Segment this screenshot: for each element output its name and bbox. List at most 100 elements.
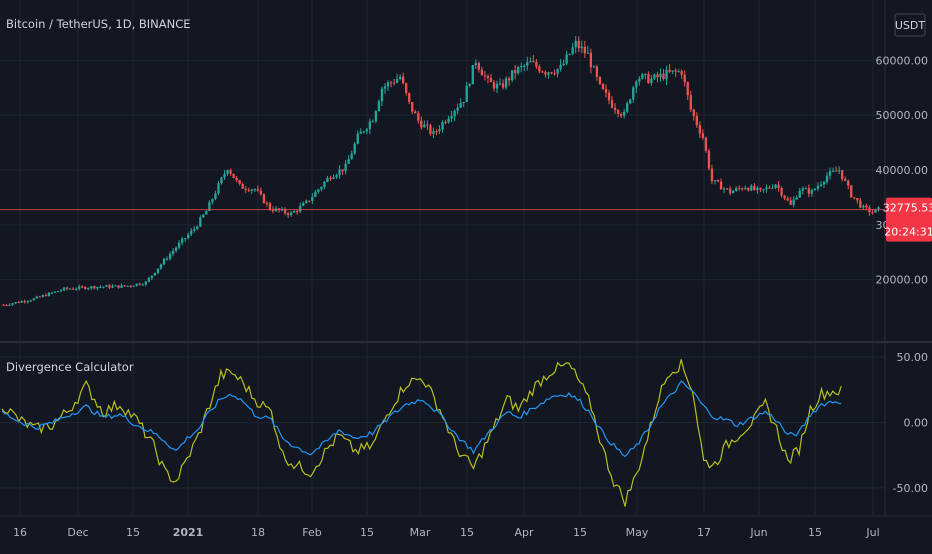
candle[interactable] (574, 35, 577, 54)
candle[interactable] (2, 303, 5, 306)
candle[interactable] (187, 232, 190, 240)
candle[interactable] (480, 66, 484, 76)
candle[interactable] (75, 287, 78, 291)
candle[interactable] (856, 197, 859, 204)
candle[interactable] (535, 59, 538, 70)
candle[interactable] (707, 148, 711, 171)
candle[interactable] (692, 108, 695, 121)
candle[interactable] (90, 285, 93, 291)
candle[interactable] (359, 128, 362, 134)
candle[interactable] (256, 185, 259, 193)
candle[interactable] (356, 130, 359, 145)
candle[interactable] (93, 285, 96, 290)
candle[interactable] (828, 167, 832, 180)
candle[interactable] (250, 188, 253, 194)
candle[interactable] (193, 226, 196, 233)
candle[interactable] (853, 197, 856, 200)
indicator-line-slow[interactable] (1, 380, 842, 458)
candle[interactable] (619, 112, 623, 119)
candle[interactable] (389, 80, 393, 88)
candle[interactable] (320, 185, 323, 192)
candle[interactable] (111, 284, 114, 289)
candle[interactable] (677, 69, 680, 73)
candle[interactable] (607, 89, 611, 105)
candle[interactable] (559, 59, 562, 72)
candle[interactable] (283, 207, 287, 216)
candle[interactable] (302, 201, 305, 207)
candle[interactable] (756, 185, 759, 194)
candle[interactable] (311, 193, 314, 205)
candle[interactable] (241, 182, 244, 189)
candle[interactable] (159, 263, 163, 270)
candle[interactable] (305, 199, 308, 204)
candle[interactable] (84, 286, 87, 290)
candle[interactable] (738, 185, 741, 191)
candle[interactable] (783, 194, 786, 201)
candle[interactable] (99, 285, 102, 289)
candle[interactable] (701, 129, 705, 140)
candle[interactable] (423, 120, 426, 128)
candle[interactable] (526, 56, 529, 71)
candle[interactable] (217, 180, 220, 196)
candle[interactable] (129, 285, 132, 288)
candle[interactable] (205, 209, 208, 215)
candle[interactable] (465, 81, 468, 103)
candle[interactable] (456, 103, 459, 115)
candle[interactable] (371, 119, 375, 123)
candle[interactable] (326, 175, 329, 183)
candle[interactable] (716, 179, 720, 183)
candle[interactable] (26, 300, 29, 304)
candle[interactable] (638, 76, 641, 86)
candle[interactable] (253, 188, 256, 193)
candle[interactable] (592, 64, 596, 68)
currency-label[interactable]: USDT (895, 19, 926, 32)
candle[interactable] (568, 53, 571, 56)
candle[interactable] (813, 187, 817, 191)
candle[interactable] (680, 69, 683, 79)
candle[interactable] (38, 295, 41, 298)
candle[interactable] (486, 74, 490, 84)
candle[interactable] (44, 293, 48, 297)
candle[interactable] (565, 51, 568, 66)
candle[interactable] (329, 175, 332, 181)
candle[interactable] (632, 85, 635, 103)
candle[interactable] (698, 121, 702, 139)
candle[interactable] (105, 284, 108, 287)
candle[interactable] (771, 184, 774, 189)
candle[interactable] (674, 68, 677, 78)
candle[interactable] (56, 290, 60, 293)
candle[interactable] (732, 189, 735, 194)
candle[interactable] (804, 186, 807, 190)
candle[interactable] (184, 237, 187, 242)
candle[interactable] (517, 65, 520, 76)
candle[interactable] (580, 40, 583, 54)
candle[interactable] (514, 64, 517, 80)
candle[interactable] (226, 169, 229, 177)
candle[interactable] (683, 70, 686, 87)
candle[interactable] (374, 110, 378, 124)
candle[interactable] (459, 98, 462, 109)
candle[interactable] (232, 173, 235, 179)
candle[interactable] (135, 283, 138, 287)
candle[interactable] (553, 69, 556, 76)
candle[interactable] (725, 188, 729, 190)
candle[interactable] (247, 187, 250, 193)
candle[interactable] (102, 286, 105, 289)
candle[interactable] (847, 179, 850, 190)
candle[interactable] (171, 248, 175, 257)
indicator-line-fast[interactable] (1, 359, 842, 507)
candle[interactable] (220, 176, 223, 185)
candle[interactable] (429, 123, 432, 136)
candle[interactable] (744, 185, 747, 190)
candle[interactable] (29, 299, 32, 303)
candle[interactable] (296, 209, 299, 215)
candle[interactable] (495, 80, 499, 94)
candle[interactable] (65, 286, 69, 291)
candle[interactable] (123, 285, 126, 287)
candle[interactable] (47, 291, 51, 297)
time-axis[interactable]: 16 Dec 15 2021 18 Feb 15 Mar 15 Apr 15 May 17 Jun 15 Ju… (13, 526, 880, 539)
candle[interactable] (768, 185, 771, 189)
candle[interactable] (831, 167, 835, 173)
candle[interactable] (644, 73, 647, 80)
